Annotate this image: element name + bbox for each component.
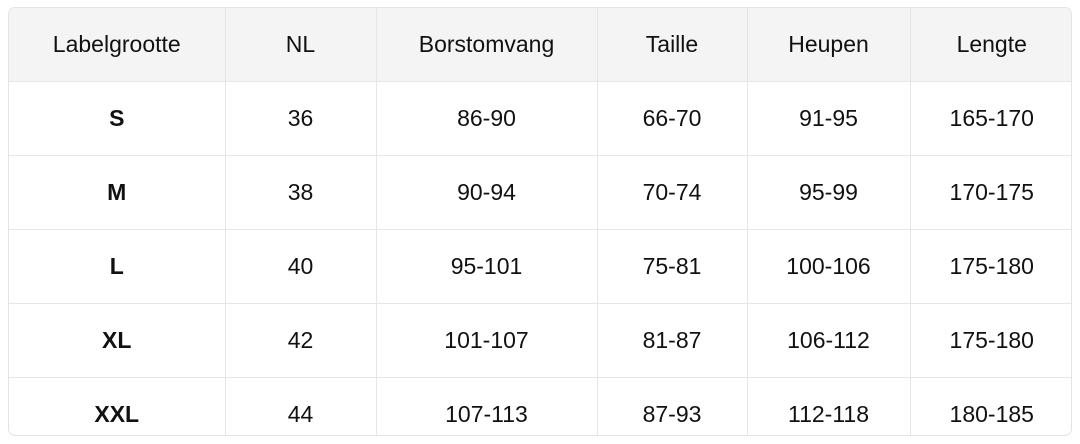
size-label-cell: L: [9, 229, 226, 304]
size-label-cell: XXL: [9, 377, 226, 435]
table-cell: 86-90: [375, 81, 598, 156]
table-cell: 38: [224, 155, 377, 230]
table-cell: 95-99: [746, 155, 911, 230]
table-cell: 90-94: [375, 155, 598, 230]
table-cell: 42: [224, 303, 377, 378]
size-chart-table: Labelgrootte NL Borstomvang Taille Heupe…: [9, 8, 1071, 435]
table-row: M 38 90-94 70-74 95-99 170-175: [9, 155, 1071, 230]
table-cell: 106-112: [746, 303, 911, 378]
size-label-cell: M: [9, 155, 226, 230]
size-chart-table-container: Labelgrootte NL Borstomvang Taille Heupe…: [8, 7, 1072, 436]
table-row: S 36 86-90 66-70 91-95 165-170: [9, 81, 1071, 156]
table-cell: 170-175: [909, 155, 1071, 230]
header-labelgrootte: Labelgrootte: [9, 8, 226, 82]
table-cell: 180-185: [909, 377, 1071, 435]
header-lengte: Lengte: [909, 8, 1071, 82]
size-label-cell: S: [9, 81, 226, 156]
header-taille: Taille: [596, 8, 748, 82]
header-row: Labelgrootte NL Borstomvang Taille Heupe…: [9, 8, 1071, 82]
size-label-cell: XL: [9, 303, 226, 378]
table-cell: 175-180: [909, 303, 1071, 378]
table-cell: 87-93: [596, 377, 748, 435]
table-cell: 101-107: [375, 303, 598, 378]
table-cell: 81-87: [596, 303, 748, 378]
table-cell: 112-118: [746, 377, 911, 435]
table-cell: 107-113: [375, 377, 598, 435]
table-cell: 175-180: [909, 229, 1071, 304]
table-cell: 75-81: [596, 229, 748, 304]
table-cell: 44: [224, 377, 377, 435]
table-cell: 100-106: [746, 229, 911, 304]
table-row: L 40 95-101 75-81 100-106 175-180: [9, 229, 1071, 304]
table-cell: 36: [224, 81, 377, 156]
table-cell: 91-95: [746, 81, 911, 156]
header-nl: NL: [224, 8, 377, 82]
table-cell: 95-101: [375, 229, 598, 304]
header-heupen: Heupen: [746, 8, 911, 82]
table-cell: 66-70: [596, 81, 748, 156]
table-cell: 70-74: [596, 155, 748, 230]
header-borstomvang: Borstomvang: [375, 8, 598, 82]
table-row: XL 42 101-107 81-87 106-112 175-180: [9, 303, 1071, 378]
table-cell: 165-170: [909, 81, 1071, 156]
table-cell: 40: [224, 229, 377, 304]
table-row: XXL 44 107-113 87-93 112-118 180-185: [9, 377, 1071, 435]
